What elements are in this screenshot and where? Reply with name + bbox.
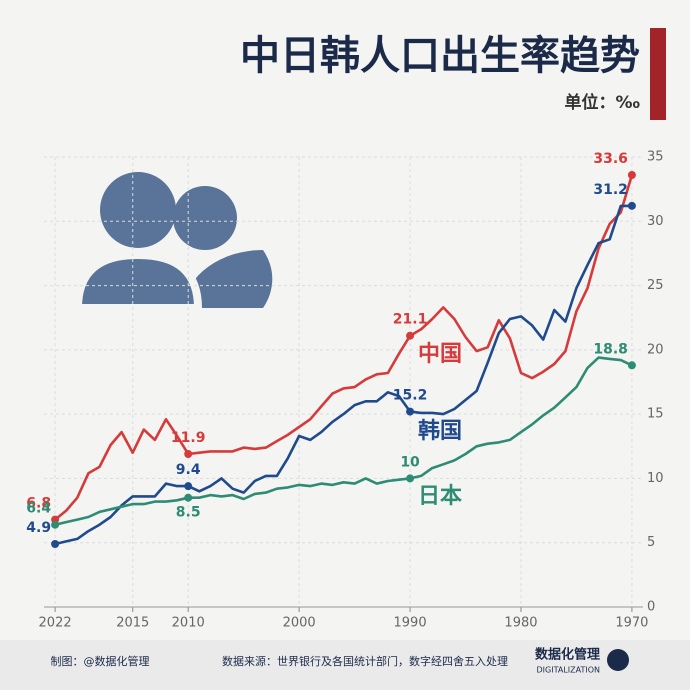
brand: 数据化管理 xyxy=(535,647,600,663)
point xyxy=(627,361,636,370)
value-label: 9.4 xyxy=(176,462,201,478)
value-label: 15.2 xyxy=(393,388,428,404)
y-tick-label: 15 xyxy=(647,407,664,422)
x-tick-label: 1970 xyxy=(615,616,648,631)
point xyxy=(184,493,193,502)
series-name: 韩国 xyxy=(418,418,462,444)
y-tick-label: 25 xyxy=(647,278,664,293)
chart-title: 中日韩人口出生率趋势 xyxy=(240,33,640,79)
y-tick-label: 30 xyxy=(647,214,664,229)
value-label: 8.5 xyxy=(176,505,201,521)
source: 数据来源：世界银行及各国统计部门，数字经四舍五入处理 xyxy=(222,654,508,668)
x-tick-label: 2022 xyxy=(39,616,72,631)
logo xyxy=(607,649,629,671)
series-name: 日本 xyxy=(418,484,462,509)
value-label: 6.8 xyxy=(26,496,51,512)
y-tick-label: 0 xyxy=(647,600,655,615)
series-line xyxy=(54,204,632,546)
value-label: 21.1 xyxy=(393,312,428,328)
point xyxy=(51,540,60,548)
series-name: 中国 xyxy=(418,342,462,367)
value-label: 33.6 xyxy=(593,151,628,167)
point xyxy=(184,450,193,458)
footer-band xyxy=(0,640,690,690)
value-label: 18.8 xyxy=(593,341,628,357)
point xyxy=(406,407,415,416)
value-label: 11.9 xyxy=(171,430,206,446)
series-line xyxy=(54,356,633,526)
y-tick-label: 5 xyxy=(647,535,655,550)
point xyxy=(627,171,636,179)
x-tick-label: 2015 xyxy=(116,616,149,631)
maker: 制图：@数据化管理 xyxy=(51,654,150,668)
point xyxy=(184,482,193,491)
point xyxy=(627,201,636,210)
x-tick-label: 2010 xyxy=(172,616,205,631)
value-label: 10 xyxy=(400,454,420,470)
value-label: 6.4 xyxy=(26,501,51,517)
point xyxy=(406,474,415,483)
x-tick-label: 1980 xyxy=(504,616,537,631)
point xyxy=(51,520,60,529)
unit: 单位：‰ xyxy=(565,92,641,113)
y-tick-label: 10 xyxy=(647,471,664,486)
x-tick-label: 1990 xyxy=(394,616,427,631)
series-line xyxy=(54,174,634,521)
value-label: 31.2 xyxy=(593,182,628,198)
point xyxy=(406,331,415,340)
x-tick-label: 2000 xyxy=(283,616,316,631)
value-label: 4.9 xyxy=(26,520,51,536)
title-bar xyxy=(650,28,666,120)
people-icon xyxy=(73,172,273,312)
y-tick-label: 20 xyxy=(647,342,664,357)
brand-en: DIGITALIZATION xyxy=(537,666,601,675)
y-tick-label: 35 xyxy=(647,150,664,165)
